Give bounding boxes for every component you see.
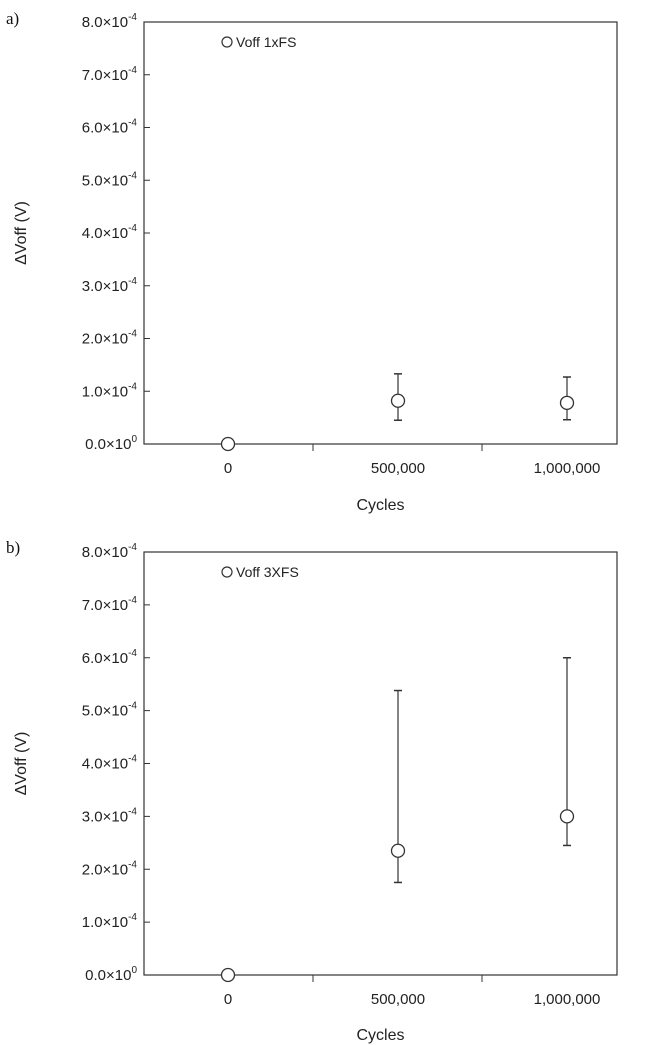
legend-label: Voff 3XFS (236, 564, 299, 580)
legend-marker (221, 36, 233, 48)
chart-panel-b: b) 8.0×10-4 7.0×10-4 6.0×10-4 5.0×10-4 4.0×10… (6, 538, 618, 1044)
data-point (390, 393, 406, 408)
data-point (220, 436, 236, 452)
y-tick-label: 1.0×10-4 (82, 381, 138, 400)
panel-label: b) (6, 538, 20, 557)
x-axis-label: Cycles (356, 497, 404, 514)
data-point (559, 395, 575, 411)
x-tick-label: 0 (224, 460, 232, 477)
x-tick-label: 1,000,000 (534, 991, 601, 1008)
x-tick-label: 1,000,000 (534, 460, 601, 477)
y-tick-label: 0.0×100 (85, 965, 137, 984)
y-tick-label: 8.0×10-4 (82, 542, 138, 561)
y-tick-label: 7.0×10-4 (82, 65, 138, 84)
y-tick-label: 3.0×10-4 (82, 276, 138, 295)
y-tick-label: 4.0×10-4 (82, 223, 138, 242)
plot-frame (143, 551, 618, 976)
y-tick-label: 8.0×10-4 (82, 12, 138, 31)
panel-label: a) (6, 9, 19, 28)
x-axis-label: Cycles (356, 1027, 404, 1044)
y-tick-label: 2.0×10-4 (82, 859, 138, 878)
y-tick-label: 3.0×10-4 (82, 806, 138, 825)
y-axis-label: ΔVoff (V) (13, 201, 30, 265)
y-tick-label: 2.0×10-4 (82, 329, 138, 348)
y-tick-label: 4.0×10-4 (82, 754, 138, 773)
data-point (220, 967, 236, 983)
y-tick-label: 1.0×10-4 (82, 912, 138, 931)
y-tick-label: 6.0×10-4 (82, 648, 138, 667)
y-tick-label: 6.0×10-4 (82, 118, 138, 137)
x-tick-label: 500,000 (371, 991, 425, 1008)
data-point (559, 809, 575, 824)
y-tick-label: 5.0×10-4 (82, 701, 138, 720)
y-tick-label: 7.0×10-4 (82, 595, 138, 614)
chart-panel-a: a) 8.0×10-4 7.0×10-4 6.0×10-4 5.0×10-4 4.0×10… (6, 9, 618, 514)
y-tick-label: 5.0×10-4 (82, 170, 138, 189)
legend-label: Voff 1xFS (236, 34, 296, 50)
y-tick-label: 0.0×100 (85, 434, 137, 453)
plot-frame (143, 21, 618, 445)
data-point (390, 843, 406, 858)
legend-marker (221, 566, 233, 578)
y-axis-label: ΔVoff (V) (13, 732, 30, 796)
x-tick-label: 500,000 (371, 460, 425, 477)
x-tick-label: 0 (224, 991, 232, 1008)
